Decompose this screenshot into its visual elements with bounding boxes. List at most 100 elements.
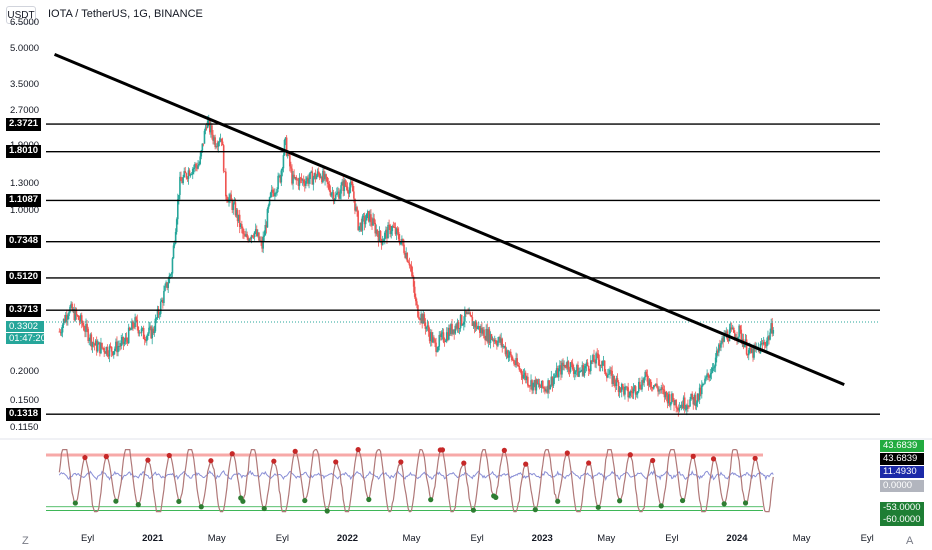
osc-peak-dot: [586, 460, 592, 466]
x-tick-label: May: [792, 533, 811, 544]
candle-body: [291, 168, 293, 184]
candle-body: [688, 406, 690, 408]
candle-body: [579, 371, 581, 372]
candle-body: [214, 137, 216, 148]
candle-body: [514, 363, 516, 365]
candle-body: [289, 155, 291, 167]
candle-body: [381, 241, 384, 245]
candle-body: [279, 175, 282, 183]
candle-body: [78, 319, 81, 322]
candle-body: [655, 383, 657, 386]
candles: [58, 114, 775, 417]
candle-body: [64, 314, 67, 323]
candle-body: [428, 331, 431, 342]
candle-body: [92, 342, 95, 344]
candle-body: [675, 399, 677, 408]
candle-body: [455, 325, 458, 329]
candle-body: [373, 218, 375, 223]
candle-body: [625, 386, 627, 388]
candle-body: [727, 339, 730, 342]
candle-body: [219, 138, 222, 142]
candle-body: [378, 230, 381, 242]
candle-body: [313, 173, 316, 178]
candle-body: [73, 309, 76, 321]
candle-body: [111, 351, 114, 356]
candle-body: [523, 372, 526, 375]
candle-body: [158, 313, 161, 315]
candle-body: [401, 238, 403, 242]
candle-body: [656, 383, 658, 388]
candle-body: [463, 321, 465, 325]
candle-body: [568, 369, 571, 372]
candle-body: [376, 229, 379, 235]
candle-body: [372, 218, 374, 226]
candle-body: [498, 337, 500, 341]
candle-body: [118, 346, 120, 347]
candle-body: [200, 150, 203, 157]
zoom-toggle[interactable]: Z: [22, 535, 29, 547]
y-tick-label: 1.0000: [10, 204, 40, 216]
candle-body: [184, 171, 187, 174]
candle-body: [268, 197, 271, 206]
candle-body: [522, 374, 525, 379]
candle-body: [203, 130, 206, 144]
candle-body: [260, 240, 262, 242]
candle-body: [227, 199, 229, 203]
price-level-lines: [46, 123, 880, 415]
osc-trough-dot: [428, 497, 434, 503]
candle-body: [460, 314, 463, 325]
candle-body: [375, 229, 378, 234]
candle-body: [168, 275, 171, 284]
candle-body: [252, 236, 255, 238]
candle-body: [649, 379, 652, 387]
candle-body: [584, 365, 587, 369]
candle-body: [469, 312, 472, 316]
candle-body: [236, 210, 239, 222]
auto-scale-toggle[interactable]: A: [906, 535, 914, 547]
candle-body: [481, 327, 483, 334]
candle-body: [662, 389, 665, 390]
candle-body: [648, 379, 651, 386]
candle-body: [340, 185, 342, 194]
candle-body: [736, 337, 738, 339]
trendline: [53, 52, 845, 386]
candle-body: [670, 402, 672, 406]
price-level-label: 1.1087: [6, 193, 42, 207]
candle-body: [517, 364, 520, 367]
candle-body: [235, 210, 238, 216]
y-tick-label: 0.1150: [10, 421, 39, 433]
candle-body: [278, 175, 280, 177]
candle-body: [475, 322, 478, 330]
osc-trough-dot: [366, 496, 372, 503]
candle-body: [189, 174, 192, 176]
candle-body: [229, 194, 231, 198]
candle-body: [283, 140, 286, 156]
candle-body: [525, 376, 528, 381]
candle-body: [386, 229, 388, 239]
currency-button[interactable]: USDT: [6, 6, 36, 24]
candle-body: [529, 385, 531, 387]
candle-body: [453, 329, 455, 334]
candle-body: [418, 316, 420, 320]
candle-body: [110, 346, 113, 352]
candle-body: [183, 171, 185, 178]
candle-body: [71, 303, 73, 311]
candle-body: [408, 262, 411, 266]
candle-body: [413, 286, 416, 297]
osc-top-label: 43.6839: [880, 440, 924, 452]
candle-body: [761, 342, 764, 345]
candle-body: [661, 387, 664, 390]
candle-body: [700, 385, 703, 395]
candle-body: [578, 371, 580, 377]
candle-body: [225, 171, 227, 197]
candle-body: [263, 235, 266, 237]
candle-body: [572, 369, 575, 375]
candle-body: [734, 332, 736, 338]
oscillator-pane: [46, 447, 774, 514]
osc-trough-dot: [532, 507, 538, 513]
candle-body: [601, 361, 604, 366]
candle-body: [215, 146, 218, 148]
candle-body: [635, 393, 638, 395]
candle-body: [149, 326, 151, 328]
